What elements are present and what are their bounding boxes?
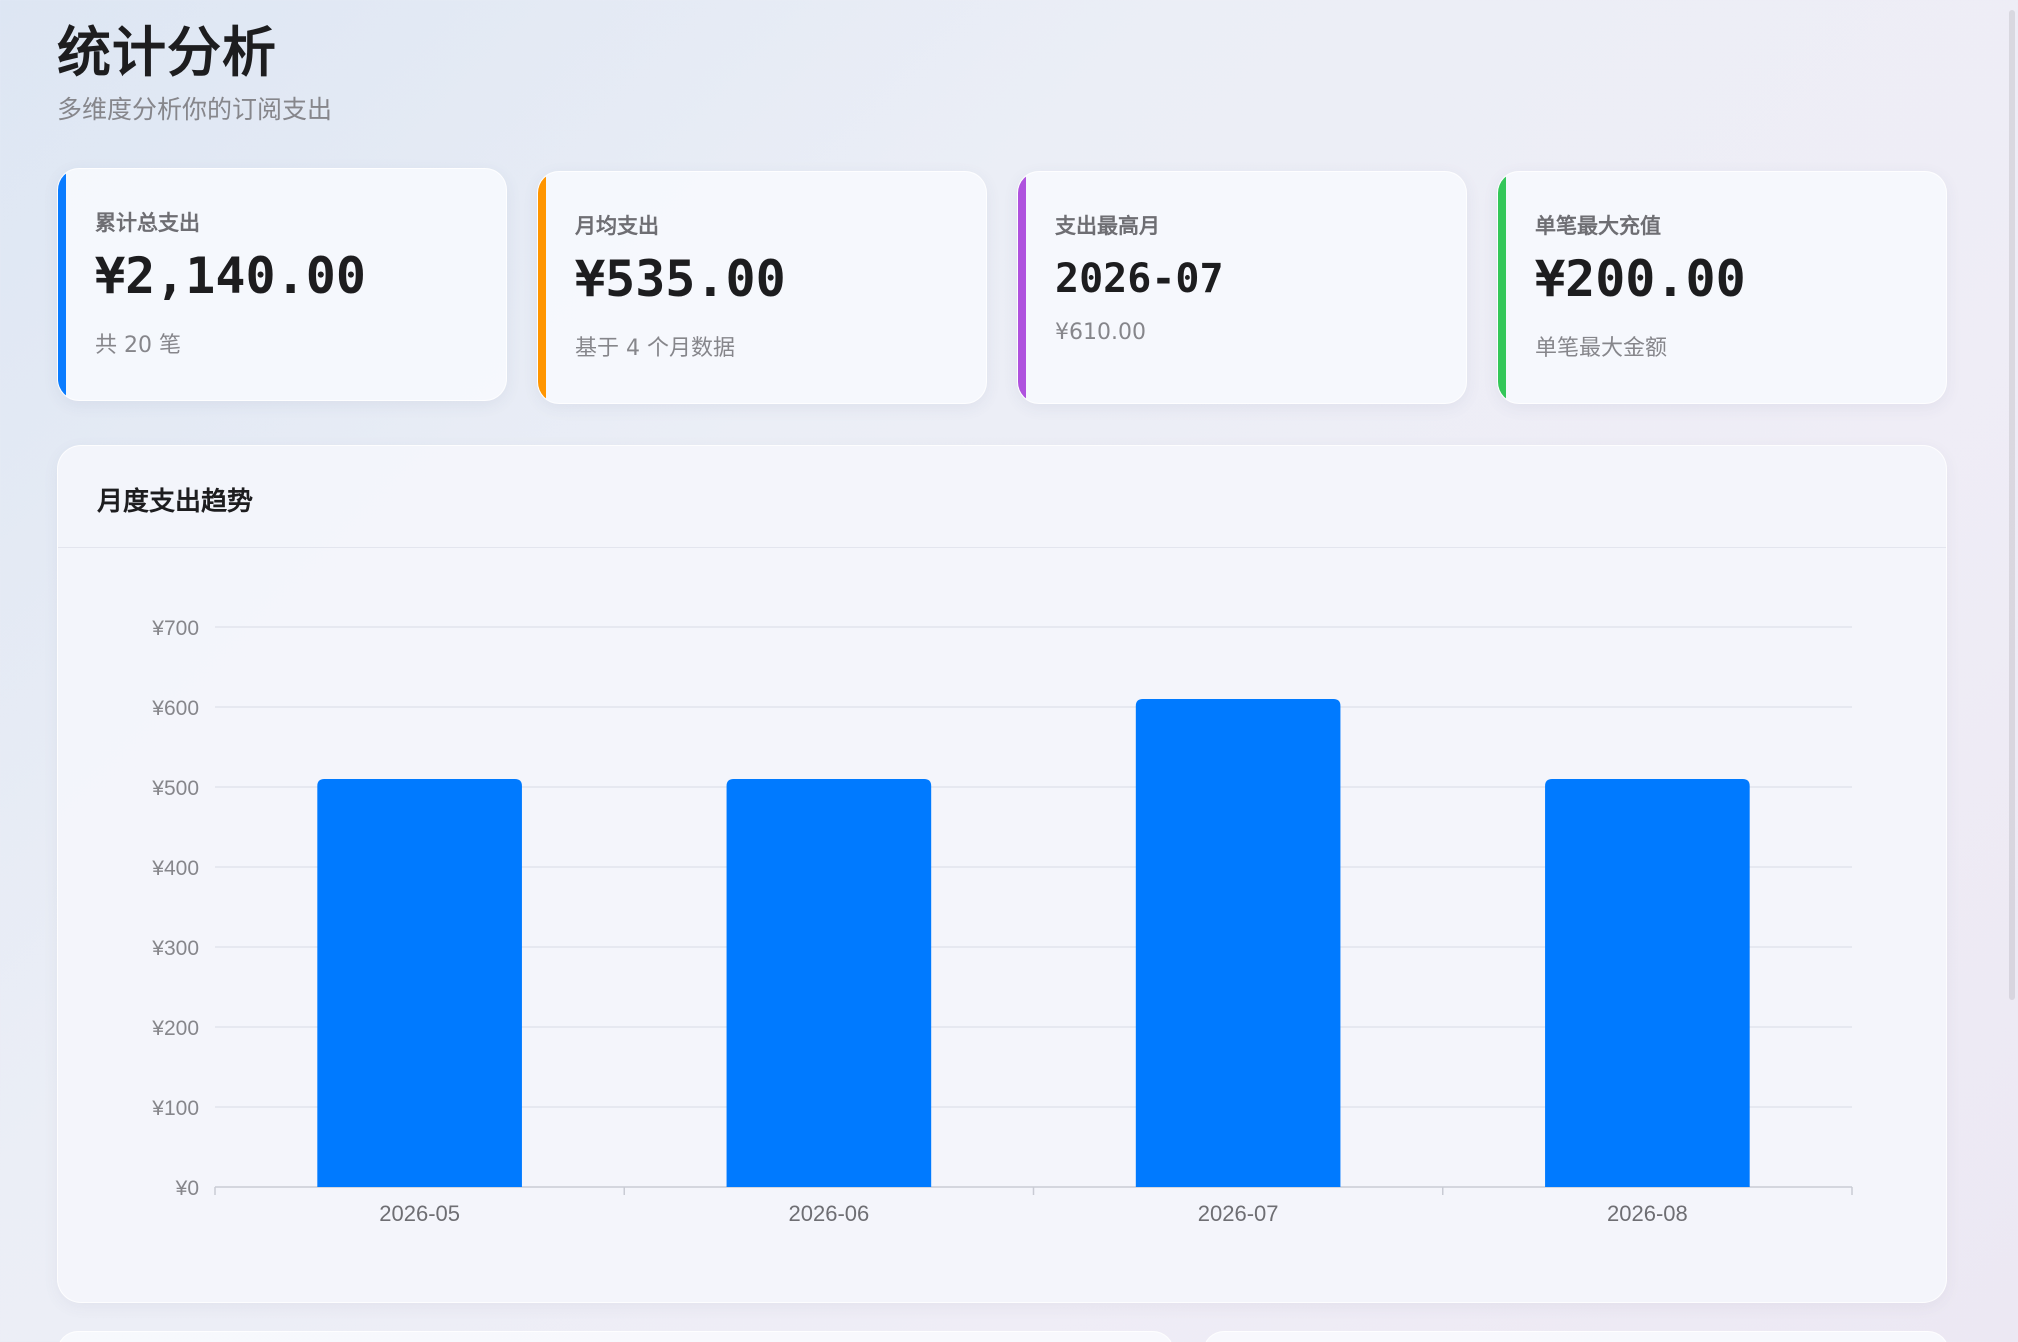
stat-card-monthly-average: 月均支出 ¥535.00 基于 4 个月数据 (537, 171, 987, 404)
y-tick-label: ¥100 (151, 1097, 199, 1120)
y-tick-label: ¥400 (151, 857, 199, 880)
accent-bar (1498, 172, 1506, 403)
stat-label: 月均支出 (575, 214, 659, 238)
accent-bar (1018, 172, 1026, 403)
stat-value: ¥200.00 (1535, 250, 1746, 308)
stat-note: 单笔最大金额 (1535, 336, 1668, 361)
bar-2026-06 (726, 779, 932, 1187)
stat-card-total-spend: 累计总支出 ¥2,140.00 共 20 笔 (57, 168, 507, 401)
bar-2026-07 (1135, 699, 1341, 1187)
bar-2026-05 (317, 779, 522, 1187)
x-tick-label: 2026-05 (379, 1201, 460, 1226)
chart-title: 月度支出趋势 (97, 487, 254, 517)
x-tick-label: 2026-07 (1198, 1201, 1279, 1226)
stat-card-largest-topup: 单笔最大充值 ¥200.00 单笔最大金额 (1497, 171, 1947, 404)
stat-label: 单笔最大充值 (1535, 214, 1661, 238)
page-subtitle: 多维度分析你的订阅支出 (57, 95, 333, 124)
bar-2026-08 (1545, 779, 1750, 1187)
accent-bar (538, 172, 546, 403)
stat-value: 2026-07 (1055, 256, 1224, 302)
y-tick-label: ¥500 (151, 777, 199, 800)
x-tick-label: 2026-08 (1607, 1201, 1688, 1226)
bar-chart: ¥0 ¥100 ¥200 ¥300 ¥400 ¥500 ¥600 ¥700 2026-05 202… (151, 617, 1853, 1226)
scrollbar-thumb[interactable] (2009, 10, 2015, 1000)
y-tick-label: ¥0 (175, 1177, 199, 1200)
bottom-card-left (57, 1331, 1174, 1342)
y-tick-label: ¥700 (151, 617, 199, 640)
bottom-card-right (1203, 1331, 1949, 1342)
chart-header: 月度支出趋势 (58, 446, 1946, 548)
y-tick-label: ¥300 (151, 937, 199, 960)
accent-bar (58, 169, 66, 400)
stat-value: ¥535.00 (575, 250, 786, 308)
stat-note: 共 20 笔 (95, 333, 181, 358)
stat-label: 累计总支出 (95, 211, 200, 235)
page-title: 统计分析 (57, 21, 277, 84)
x-tick-label: 2026-06 (789, 1201, 870, 1226)
monthly-spend-chart-card: 月度支出趋势 ¥0 ¥100 ¥200 ¥300 ¥400 ¥500 ¥600 ¥700 202… (57, 445, 1947, 1303)
stat-value: ¥2,140.00 (95, 247, 366, 305)
y-tick-label: ¥600 (151, 697, 199, 720)
stat-note: ¥610.00 (1055, 320, 1146, 345)
stat-note: 基于 4 个月数据 (575, 336, 735, 361)
y-tick-label: ¥200 (151, 1017, 199, 1040)
stat-label: 支出最高月 (1055, 214, 1160, 238)
stat-card-highest-month: 支出最高月 2026-07 ¥610.00 (1017, 171, 1467, 404)
scrollbar[interactable] (2006, 0, 2018, 1342)
